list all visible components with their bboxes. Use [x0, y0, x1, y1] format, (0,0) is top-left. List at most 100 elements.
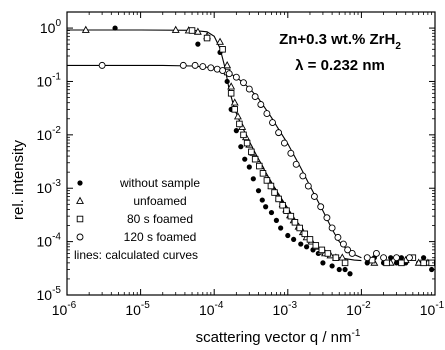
data-point — [238, 144, 244, 150]
data-point — [227, 90, 235, 97]
data-point — [406, 254, 413, 262]
data-point — [98, 61, 106, 69]
data-point — [112, 25, 118, 31]
annotation-line-1-subscript: 2 — [395, 41, 401, 52]
x-tick-label-exponent: -2 — [362, 300, 371, 311]
data-point — [285, 232, 291, 239]
y-tick-label: 100 — [40, 18, 62, 36]
y-tick-label: 10-3 — [37, 178, 62, 196]
data-point — [216, 37, 224, 45]
y-tick-label: 10-2 — [37, 125, 62, 143]
x-tick-label-exponent: -6 — [67, 300, 76, 311]
data-point — [291, 236, 297, 243]
data-point — [398, 255, 405, 261]
x-tick-label-base: 10 — [273, 302, 289, 318]
data-point — [328, 224, 336, 232]
data-point — [179, 61, 187, 69]
data-point — [312, 242, 320, 249]
data-markers — [81, 25, 435, 277]
data-point — [259, 170, 267, 177]
data-point — [364, 260, 370, 266]
data-point — [263, 110, 271, 118]
data-point — [275, 195, 282, 203]
data-point — [207, 64, 215, 72]
data-point — [320, 260, 326, 266]
data-point — [318, 246, 326, 254]
data-point — [301, 230, 309, 238]
data-point — [372, 250, 380, 257]
y-tick-label-base: 10 — [37, 234, 53, 250]
data-point — [240, 131, 247, 139]
annotation-line-1: Zn+0.3 wt.% ZrH2 — [279, 31, 401, 52]
legend-marker — [76, 196, 84, 204]
axes: 10-6 10-5 10-4 10-3 10-2 10-110010-110-210-31… — [37, 11, 445, 318]
data-point — [242, 156, 248, 162]
data-point — [193, 27, 202, 35]
legend-marker — [77, 180, 83, 186]
x-tick-label-base: 10 — [125, 302, 141, 318]
data-point — [324, 250, 332, 257]
data-point — [383, 259, 390, 267]
data-point — [81, 25, 90, 33]
data-point — [329, 263, 335, 269]
y-tick-label-exponent: -4 — [52, 232, 61, 243]
data-point — [287, 149, 295, 157]
data-point — [429, 266, 435, 273]
data-point — [250, 176, 256, 182]
data-point — [363, 254, 371, 262]
data-point — [267, 182, 275, 190]
legend-label: 120 s foamed — [124, 230, 197, 244]
data-point — [280, 139, 288, 147]
data-point — [334, 233, 342, 241]
y-axis-title: rel. intensity — [10, 139, 27, 220]
plot-frame — [66, 11, 436, 296]
data-point — [199, 63, 207, 71]
data-point — [271, 189, 278, 196]
x-axis-title: scattering vector q / nm-1 — [196, 328, 361, 346]
data-point — [268, 209, 275, 216]
data-point — [219, 46, 226, 53]
data-point — [332, 254, 340, 261]
data-point — [231, 106, 238, 113]
x-tick-label-base: 10 — [199, 302, 215, 318]
data-point — [299, 172, 307, 180]
x-tick-label: 10-3 — [273, 300, 298, 318]
data-point — [344, 246, 352, 254]
x-tick-label-base: 10 — [420, 302, 436, 318]
data-point — [256, 162, 263, 170]
data-point — [195, 41, 201, 47]
data-point — [380, 254, 388, 262]
data-point — [248, 148, 255, 156]
series-open-circle — [98, 61, 413, 262]
data-point — [236, 120, 243, 128]
data-point — [263, 204, 269, 210]
data-point — [279, 201, 286, 209]
data-point — [304, 182, 312, 190]
data-point — [291, 219, 299, 226]
y-tick-label-exponent: -3 — [52, 178, 61, 189]
data-point — [306, 236, 314, 243]
data-point — [240, 79, 247, 87]
data-point — [414, 258, 423, 266]
data-point — [224, 78, 230, 85]
data-point — [339, 240, 347, 248]
annotation: Zn+0.3 wt.% ZrH2 λ = 0.232 nm — [279, 31, 401, 74]
data-point — [283, 207, 290, 214]
data-point — [191, 61, 199, 69]
data-point — [219, 67, 227, 75]
data-point — [341, 259, 349, 267]
data-point — [292, 160, 300, 168]
legend-marker — [76, 215, 84, 223]
data-point — [338, 253, 347, 261]
data-point — [393, 254, 400, 262]
y-tick-label-base: 10 — [37, 73, 53, 89]
data-point — [255, 188, 262, 194]
data-point — [347, 271, 353, 277]
annotation-line-2: λ = 0.232 nm — [295, 57, 385, 74]
x-tick-label: 10-2 — [346, 300, 371, 318]
x-axis-title-exponent: -1 — [352, 328, 361, 339]
legend-label: unfoamed — [133, 194, 186, 208]
data-point — [342, 266, 348, 273]
data-point — [398, 259, 405, 267]
